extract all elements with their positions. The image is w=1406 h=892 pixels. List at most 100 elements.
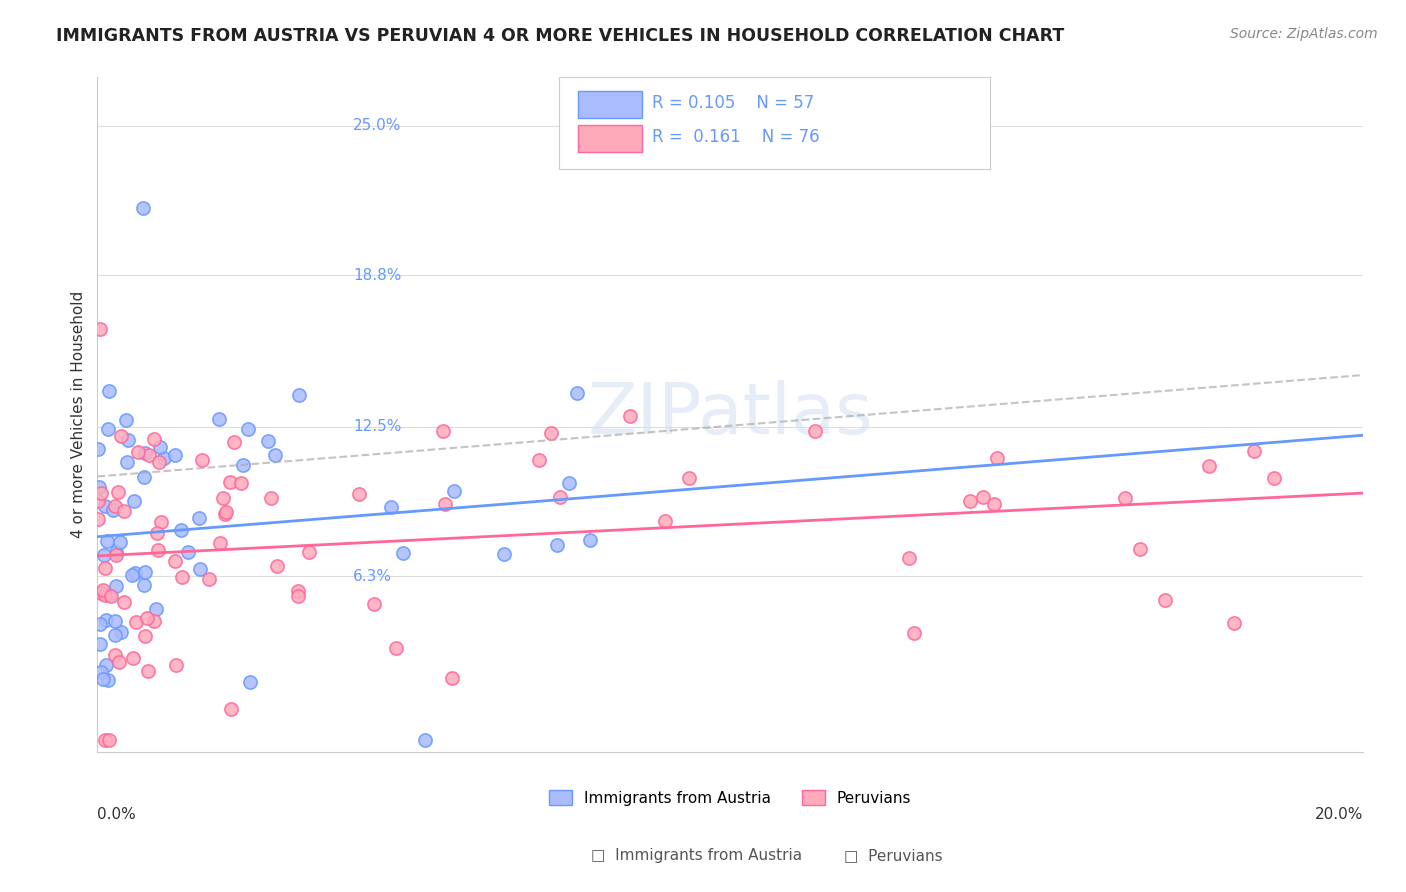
Peruvians [548, 490, 571, 504]
Immigrants from Austria [145, 602, 167, 616]
Peruvians [1223, 615, 1246, 630]
Peruvians [959, 494, 981, 508]
Peruvians [94, 561, 117, 575]
Immigrants from Austria [132, 202, 155, 216]
Peruvians [89, 322, 111, 336]
Peruvians [678, 471, 700, 485]
Peruvians [94, 588, 117, 602]
Peruvians [211, 491, 233, 506]
Immigrants from Austria [90, 665, 112, 679]
Immigrants from Austria [134, 446, 156, 460]
Immigrants from Austria [236, 422, 259, 436]
Text: 25.0%: 25.0% [353, 118, 401, 133]
Peruvians [527, 452, 550, 467]
Peruvians [148, 542, 170, 557]
Immigrants from Austria [239, 674, 262, 689]
Peruvians [110, 429, 132, 443]
Immigrants from Austria [132, 470, 155, 484]
Immigrants from Austria [263, 448, 285, 462]
Immigrants from Austria [153, 450, 176, 465]
Immigrants from Austria [104, 614, 127, 628]
FancyBboxPatch shape [578, 125, 641, 152]
Immigrants from Austria [121, 568, 143, 582]
Immigrants from Austria [115, 413, 138, 427]
Peruvians [287, 589, 309, 603]
Immigrants from Austria [558, 476, 581, 491]
Immigrants from Austria [104, 544, 127, 558]
Immigrants from Austria [101, 503, 124, 517]
Immigrants from Austria [94, 657, 117, 672]
Immigrants from Austria [188, 562, 211, 576]
Immigrants from Austria [89, 637, 111, 651]
Text: □  Peruvians: □ Peruvians [844, 848, 942, 863]
Immigrants from Austria [96, 673, 118, 688]
Immigrants from Austria [89, 616, 111, 631]
Peruvians [298, 544, 321, 558]
Immigrants from Austria [98, 588, 121, 602]
Immigrants from Austria [134, 565, 156, 579]
Peruvians [107, 484, 129, 499]
Peruvians [214, 507, 236, 521]
Immigrants from Austria [188, 511, 211, 525]
Peruvians [163, 554, 186, 568]
Peruvians [983, 497, 1005, 511]
Immigrants from Austria [87, 480, 110, 494]
Text: 12.5%: 12.5% [353, 419, 401, 434]
Peruvians [105, 549, 128, 563]
Immigrants from Austria [287, 388, 309, 402]
Peruvians [540, 426, 562, 441]
Y-axis label: 4 or more Vehicles in Household: 4 or more Vehicles in Household [72, 291, 86, 539]
Peruvians [90, 585, 112, 599]
Peruvians [229, 475, 252, 490]
Immigrants from Austria [122, 494, 145, 508]
Peruvians [1243, 444, 1265, 458]
Immigrants from Austria [91, 672, 114, 686]
Peruvians [124, 615, 146, 629]
Immigrants from Austria [231, 458, 253, 472]
Immigrants from Austria [87, 442, 110, 456]
Peruvians [432, 424, 454, 438]
Peruvians [287, 584, 309, 599]
Text: □  Immigrants from Austria: □ Immigrants from Austria [591, 848, 801, 863]
Text: R = 0.105    N = 57: R = 0.105 N = 57 [651, 94, 814, 112]
Immigrants from Austria [391, 546, 413, 560]
Immigrants from Austria [124, 566, 146, 581]
Peruvians [98, 733, 121, 747]
Immigrants from Austria [96, 533, 118, 548]
Immigrants from Austria [257, 434, 280, 449]
Peruvians [112, 504, 135, 518]
Text: 18.8%: 18.8% [353, 268, 401, 283]
Immigrants from Austria [94, 613, 117, 627]
Text: R =  0.161    N = 76: R = 0.161 N = 76 [651, 128, 820, 145]
Immigrants from Austria [97, 384, 120, 398]
Text: Source: ZipAtlas.com: Source: ZipAtlas.com [1230, 27, 1378, 41]
Peruvians [142, 432, 165, 446]
Peruvians [94, 733, 117, 747]
Peruvians [1154, 593, 1177, 607]
Peruvians [266, 558, 288, 573]
Peruvians [619, 409, 641, 424]
Peruvians [1114, 491, 1136, 505]
Peruvians [349, 487, 371, 501]
Immigrants from Austria [565, 386, 588, 401]
Peruvians [170, 570, 193, 584]
Immigrants from Austria [93, 549, 115, 563]
FancyBboxPatch shape [560, 78, 990, 169]
Peruvians [142, 614, 165, 628]
Peruvians [90, 485, 112, 500]
Immigrants from Austria [443, 483, 465, 498]
Text: 0.0%: 0.0% [97, 807, 136, 822]
Immigrants from Austria [415, 733, 437, 747]
Peruvians [138, 448, 160, 462]
Immigrants from Austria [177, 544, 200, 558]
Peruvians [135, 610, 157, 624]
Peruvians [112, 595, 135, 609]
Peruvians [93, 583, 115, 598]
Immigrants from Austria [579, 533, 602, 548]
Peruvians [1263, 471, 1285, 485]
Peruvians [1198, 459, 1220, 474]
Peruvians [440, 671, 463, 685]
Immigrants from Austria [170, 523, 193, 537]
Peruvians [104, 648, 127, 663]
Peruvians [897, 550, 920, 565]
